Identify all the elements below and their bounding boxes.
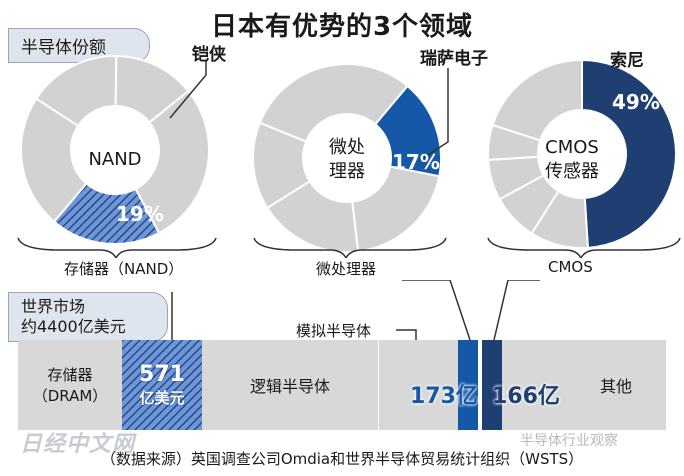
- donut-slice-other: [491, 58, 583, 142]
- donut-slice-other: [134, 89, 210, 235]
- segment-dram: 存储器 （DRAM）: [18, 340, 122, 430]
- segment-logic-label: 逻辑半导体: [249, 377, 330, 396]
- segment-other-label: 其他: [599, 377, 632, 396]
- share-tab-label: 半导体份额: [21, 38, 106, 58]
- segment-kioxia-hatch: [122, 340, 202, 430]
- center-label-micro-line1: 微处: [329, 137, 365, 158]
- pct-label-sony: 49%: [612, 90, 660, 114]
- center-label-cmos-line1: CMOS: [545, 137, 599, 158]
- donut-charts: [17, 54, 681, 260]
- value-label-cmos: 166亿: [492, 384, 560, 409]
- watermark-nikkei: 日经中文网: [20, 432, 136, 457]
- category-label-micro: 微处理器: [312, 258, 381, 279]
- market-tab-line1: 世界市场: [21, 297, 86, 316]
- market-tab: 世界市场 约4400亿美元: [8, 292, 168, 342]
- market-tab-line2: 约4400亿美元: [21, 317, 126, 336]
- segment-kioxia-value: 571 亿美元: [122, 340, 202, 430]
- leader-kioxia: [169, 60, 207, 119]
- leader-bar-cmos: [493, 280, 540, 341]
- category-label-cmos: CMOS: [544, 258, 597, 276]
- segment-dram-sublabel: （DRAM）: [32, 387, 108, 405]
- leader-analog: [396, 329, 417, 340]
- segment-kioxia-value-text: 571: [139, 362, 185, 387]
- segment-dram-label: 存储器: [47, 366, 93, 384]
- center-label-cmos: CMOS 传感器: [532, 136, 612, 184]
- donut-slice-other: [258, 63, 409, 143]
- leader-renesas: [419, 68, 449, 161]
- donut-microprocessor: [252, 63, 442, 253]
- segment-microprocessor: [458, 340, 478, 430]
- segment-analog: [378, 340, 458, 430]
- value-label-micro: 173亿: [410, 384, 478, 409]
- callout-kioxia: 铠侠: [192, 45, 226, 65]
- callout-analog: 模拟半导体: [296, 322, 372, 340]
- segment-logic: 逻辑半导体: [202, 340, 378, 430]
- donut-cmos: [487, 58, 677, 249]
- donut-nand: [20, 54, 210, 245]
- donut-slice-highlight: [581, 58, 677, 249]
- watermark-wechat: 半导体行业观察: [520, 433, 618, 449]
- center-label-nand: NAND: [80, 148, 150, 172]
- source-note: （数据来源）英国调查公司Omdia和世界半导体贸易统计组织（WSTS）: [100, 450, 584, 468]
- segment-cmos: [482, 340, 502, 430]
- center-label-cmos-line2: 传感器: [545, 161, 599, 182]
- center-label-nand-text: NAND: [88, 149, 142, 170]
- segment-other: 其他: [502, 340, 666, 430]
- callout-sony: 索尼: [610, 51, 644, 71]
- center-label-micro: 微处 理器: [312, 136, 382, 184]
- leader-bar-micro: [402, 280, 471, 341]
- center-label-micro-line2: 理器: [329, 161, 365, 182]
- donut-slice-other: [20, 97, 88, 223]
- category-label-nand: 存储器（NAND）: [60, 258, 188, 279]
- bar-connectors: [171, 280, 540, 341]
- pct-label-kioxia: 19%: [116, 202, 164, 226]
- callout-renesas: 瑞萨电子: [420, 49, 488, 69]
- page-title: 日本有优势的3个领域: [210, 12, 474, 42]
- pct-label-renesas: 17%: [392, 150, 440, 174]
- segment-kioxia-unit: 亿美元: [139, 389, 185, 407]
